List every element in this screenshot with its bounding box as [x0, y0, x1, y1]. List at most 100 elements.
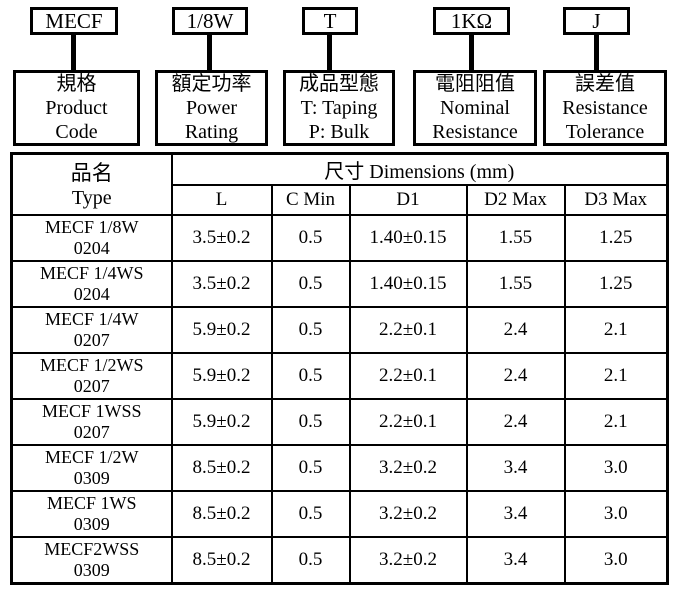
type-cell: MECF 1WS 0309	[10, 490, 173, 538]
column-header-d3-max: D3 Max	[563, 184, 669, 216]
dim-cell-d1: 3.2±0.2	[348, 444, 468, 492]
dim-cell-l: 8.5±0.2	[170, 536, 273, 584]
type-name: MECF2WSS	[44, 538, 140, 559]
table-subheader-row: L C Min D1 D2 Max D3 Max	[12, 184, 669, 216]
desc-line-zh: 電阻阻值	[435, 73, 515, 95]
desc-line-zh: 額定功率	[171, 73, 252, 95]
dim-cell-c-min: 0.5	[270, 444, 351, 492]
table-row: MECF 1WSS 0207 5.9±0.2 0.5 2.2±0.1 2.4 2…	[10, 398, 669, 446]
column-header-c-min: C Min	[270, 184, 351, 216]
dim-cell-c-min: 0.5	[270, 260, 351, 308]
desc-line-zh: 規格	[56, 73, 97, 95]
dim-cell-d1: 1.40±0.15	[348, 214, 468, 262]
description-box-tolerance: 誤差值 Resistance Tolerance	[543, 70, 667, 146]
dim-cell-d2-max: 2.4	[465, 306, 566, 354]
dimensions-table: 品名 Type 尺寸 Dimensions (mm) L C Min D1 D2…	[10, 152, 669, 585]
dim-cell-d1: 2.2±0.1	[348, 398, 468, 446]
dim-cell-d3-max: 3.0	[563, 536, 669, 584]
code-box-package-form: T	[302, 7, 358, 35]
desc-line-en: Tolerance	[565, 121, 645, 143]
code-label: T	[323, 8, 337, 33]
type-cell: MECF 1/2W 0309	[10, 444, 173, 492]
dimensions-header: 尺寸 Dimensions (mm)	[170, 152, 669, 186]
type-name: MECF 1/2WS	[39, 355, 144, 375]
table-header-row: 品名 Type 尺寸 Dimensions (mm)	[10, 152, 669, 216]
desc-line-en: Code	[55, 121, 98, 143]
type-size: 0309	[73, 468, 110, 488]
dim-cell-l: 8.5±0.2	[170, 444, 273, 492]
description-box-package-form: 成品型態 T: Taping P: Bulk	[283, 70, 395, 146]
table-row: MECF2WSS 0309 8.5±0.2 0.5 3.2±0.2 3.4 3.…	[10, 536, 669, 584]
dim-cell-c-min: 0.5	[270, 490, 351, 538]
type-header-en: Type	[71, 186, 112, 209]
code-box-resistance-value: 1KΩ	[433, 7, 510, 35]
desc-line-zh: 誤差值	[575, 73, 635, 95]
connector-line	[207, 33, 212, 71]
type-name: MECF 1WSS	[41, 401, 142, 421]
table-row: MECF 1/4W 0207 5.9±0.2 0.5 2.2±0.1 2.4 2…	[10, 306, 669, 354]
type-cell: MECF 1/4W 0207	[10, 306, 173, 354]
dim-cell-l: 5.9±0.2	[170, 398, 273, 446]
type-header-zh: 品名	[70, 160, 113, 185]
column-header-d2-max: D2 Max	[465, 184, 566, 216]
dim-cell-d3-max: 3.0	[563, 490, 669, 538]
desc-line-zh: 成品型態	[299, 73, 379, 95]
description-box-product-code: 規格 Product Code	[13, 70, 140, 146]
code-box-product-code: MECF	[30, 7, 118, 35]
dim-cell-d2-max: 1.55	[465, 260, 566, 308]
column-header-d1: D1	[348, 184, 468, 216]
type-cell: MECF 1/4WS 0204	[10, 260, 173, 308]
code-label: J	[592, 8, 601, 33]
dim-cell-d3-max: 2.1	[563, 306, 669, 354]
type-name: MECF 1/8W	[44, 217, 139, 237]
dim-cell-d2-max: 3.4	[465, 490, 566, 538]
connector-line	[469, 33, 474, 71]
type-size: 0309	[73, 514, 110, 534]
table-row: MECF 1WS 0309 8.5±0.2 0.5 3.2±0.2 3.4 3.…	[10, 490, 669, 538]
dim-cell-c-min: 0.5	[270, 306, 351, 354]
dim-cell-d1: 2.2±0.1	[348, 306, 468, 354]
connector-line	[327, 33, 332, 71]
description-box-power-rating: 額定功率 Power Rating	[155, 70, 268, 146]
type-name: MECF 1/4W	[44, 309, 139, 329]
type-size: 0204	[73, 284, 110, 304]
type-name: MECF 1WS	[46, 493, 137, 513]
code-label: MECF	[45, 8, 103, 33]
desc-line-en: Resistance	[432, 121, 518, 143]
desc-line-en: Nominal	[440, 97, 510, 119]
desc-line-en: Product	[45, 97, 108, 119]
dim-cell-d2-max: 2.4	[465, 352, 566, 400]
dim-cell-c-min: 0.5	[270, 214, 351, 262]
dim-cell-c-min: 0.5	[270, 398, 351, 446]
description-box-resistance-value: 電阻阻值 Nominal Resistance	[413, 70, 537, 146]
dim-cell-d2-max: 3.4	[465, 444, 566, 492]
table-row: MECF 1/8W 0204 3.5±0.2 0.5 1.40±0.15 1.5…	[10, 214, 669, 262]
table-row: MECF 1/2W 0309 8.5±0.2 0.5 3.2±0.2 3.4 3…	[10, 444, 669, 492]
type-cell: MECF2WSS 0309	[10, 536, 173, 584]
code-box-power-rating: 1/8W	[172, 7, 248, 35]
dim-cell-d1: 2.2±0.1	[348, 352, 468, 400]
desc-line-en: T: Taping	[300, 97, 378, 119]
type-column-header: 品名 Type	[10, 152, 173, 216]
desc-line-en: Resistance	[562, 97, 648, 119]
code-label: 1/8W	[186, 8, 234, 33]
desc-line-en: Power	[185, 97, 238, 119]
dim-cell-l: 3.5±0.2	[170, 214, 273, 262]
desc-line-en: Rating	[184, 121, 239, 143]
type-size: 0207	[73, 376, 110, 396]
dim-cell-d1: 1.40±0.15	[348, 260, 468, 308]
dim-cell-c-min: 0.5	[270, 352, 351, 400]
dim-cell-l: 3.5±0.2	[170, 260, 273, 308]
dim-cell-d2-max: 3.4	[465, 536, 566, 584]
type-size: 0207	[73, 422, 110, 442]
code-label: 1KΩ	[450, 8, 493, 33]
code-box-tolerance: J	[563, 7, 630, 35]
dim-cell-l: 5.9±0.2	[170, 306, 273, 354]
dim-cell-l: 8.5±0.2	[170, 490, 273, 538]
dim-cell-d3-max: 2.1	[563, 352, 669, 400]
table-row: MECF 1/2WS 0207 5.9±0.2 0.5 2.2±0.1 2.4 …	[10, 352, 669, 400]
dim-cell-d3-max: 3.0	[563, 444, 669, 492]
table-row: MECF 1/4WS 0204 3.5±0.2 0.5 1.40±0.15 1.…	[10, 260, 669, 308]
type-name: MECF 1/4WS	[39, 263, 144, 283]
type-size: 0207	[73, 330, 110, 350]
